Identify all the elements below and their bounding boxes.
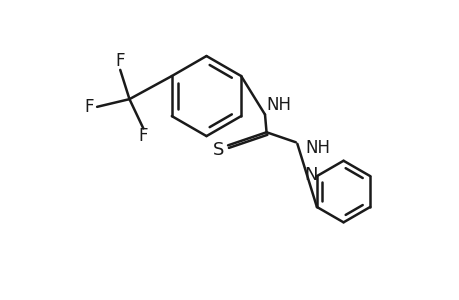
Text: NH: NH xyxy=(266,96,291,114)
Text: F: F xyxy=(115,52,125,70)
Text: NH: NH xyxy=(304,139,330,157)
Text: S: S xyxy=(213,141,224,159)
Text: F: F xyxy=(138,127,148,145)
Text: N: N xyxy=(303,166,317,184)
Text: F: F xyxy=(84,98,94,116)
